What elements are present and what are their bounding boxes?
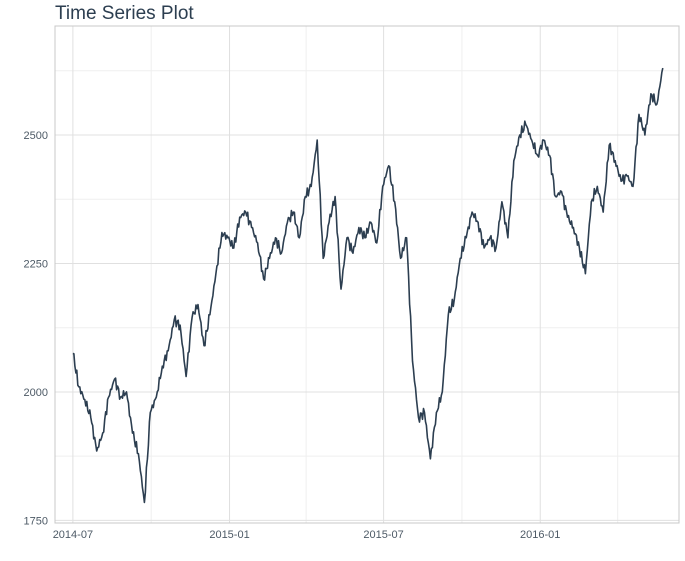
y-axis: 1750 2000 2250 2500 xyxy=(24,130,48,527)
y-tick-label: 2250 xyxy=(24,258,48,270)
x-tick-label: 2015-01 xyxy=(209,529,249,541)
y-tick-label: 2500 xyxy=(24,130,48,142)
grid xyxy=(55,26,679,523)
x-tick-label: 2016-01 xyxy=(520,529,560,541)
y-tick-label: 1750 xyxy=(24,515,48,527)
x-axis: 2014-07 2015-01 2015-07 2016-01 xyxy=(53,529,561,541)
chart-title: Time Series Plot xyxy=(55,3,194,24)
x-tick-label: 2014-07 xyxy=(53,529,93,541)
series-line xyxy=(72,67,664,504)
plot-panel xyxy=(54,25,680,524)
x-tick-label: 2015-07 xyxy=(363,529,403,541)
y-tick-label: 2000 xyxy=(24,387,48,399)
